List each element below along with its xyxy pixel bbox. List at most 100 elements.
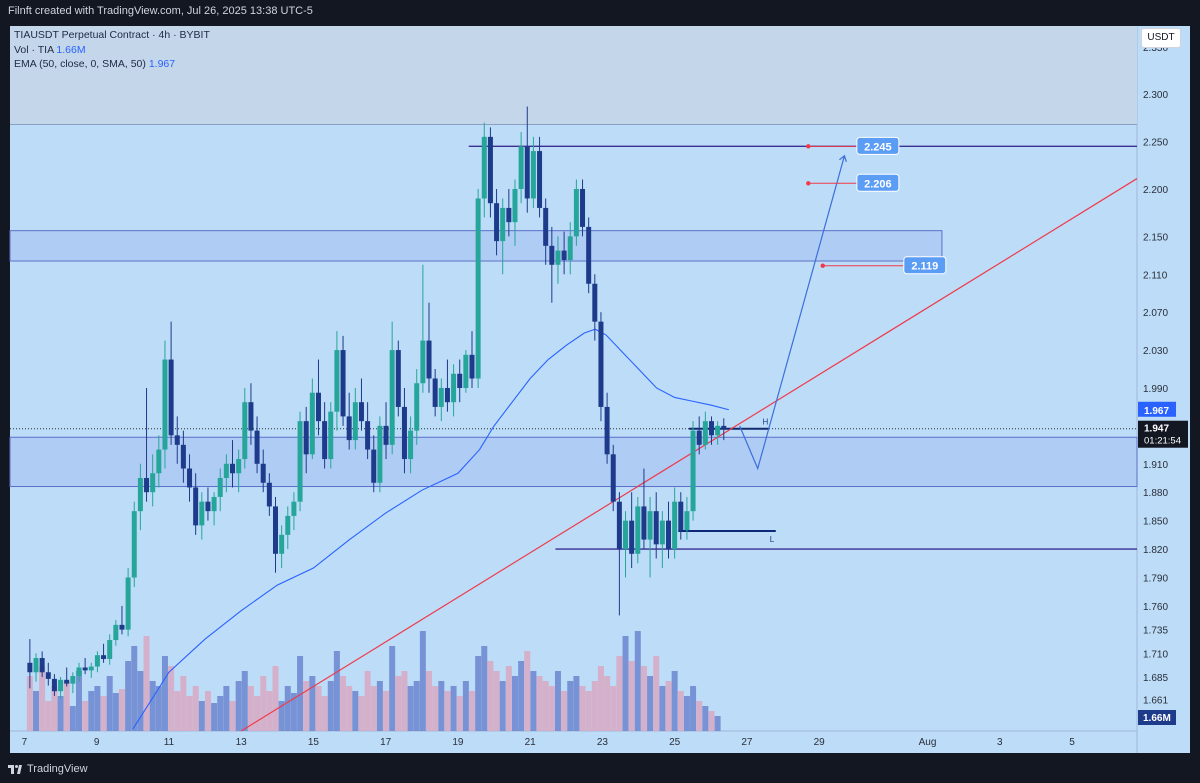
candle xyxy=(309,378,315,460)
candle xyxy=(702,411,708,450)
candle xyxy=(119,605,125,635)
candle xyxy=(217,468,223,512)
y-tick-label: 2.150 xyxy=(1143,232,1168,243)
candle-body xyxy=(303,421,309,455)
candle-body xyxy=(113,624,119,641)
last-price-tag xyxy=(1138,420,1188,448)
candle-body xyxy=(33,658,39,673)
ema-price-tag-text: 1.967 xyxy=(1144,406,1169,417)
candle-body xyxy=(131,511,137,578)
candle xyxy=(457,359,463,403)
candle xyxy=(512,179,518,246)
candle xyxy=(340,335,346,426)
level-label: H xyxy=(763,418,769,427)
candle-body xyxy=(672,501,678,550)
candle xyxy=(137,463,143,531)
volume-bar xyxy=(186,696,193,731)
volume-bar xyxy=(665,681,672,731)
candle xyxy=(199,492,205,540)
time-axis[interactable]: 7 9 11 13 15 17 19 21 23 25 27 29 Aug 3 5 xyxy=(22,737,1076,748)
target-label-box xyxy=(856,136,900,155)
tradingview-label: TradingView xyxy=(27,763,88,775)
candle-body xyxy=(39,658,45,673)
candle xyxy=(383,402,389,460)
candle xyxy=(672,487,678,559)
projection-layer xyxy=(739,154,847,471)
volume-bar xyxy=(125,661,132,731)
candle xyxy=(389,321,395,455)
trendline-layer xyxy=(240,178,1138,732)
candle-body xyxy=(444,387,450,403)
candle xyxy=(352,387,358,450)
candle xyxy=(573,179,579,246)
candle xyxy=(248,383,254,445)
candle-body xyxy=(678,501,684,531)
volume-bar xyxy=(315,686,322,731)
volume-bar xyxy=(585,691,592,731)
candle-body xyxy=(51,678,57,692)
x-tick-label: 7 xyxy=(22,737,28,748)
volume-bar xyxy=(536,676,543,731)
candle-body xyxy=(623,520,629,550)
projection-arrowhead xyxy=(839,154,847,163)
projection-path xyxy=(739,155,845,471)
y-tick-label: 2.250 xyxy=(1143,138,1168,149)
candle-body xyxy=(266,482,272,507)
header-bar: Filnft created with TradingView.com, Jul… xyxy=(0,0,1200,22)
candle-body xyxy=(537,151,543,208)
candle xyxy=(629,492,635,569)
currency-button[interactable]: USDT xyxy=(1141,28,1181,48)
volume-bar xyxy=(561,691,568,731)
y-tick-label: 2.110 xyxy=(1143,270,1168,281)
candle-body xyxy=(475,198,481,379)
tradingview-brand[interactable]: TradingView xyxy=(0,758,88,781)
candle xyxy=(610,444,616,512)
y-tick-label: 1.710 xyxy=(1143,649,1168,660)
volume-bar xyxy=(333,651,340,731)
candle-body xyxy=(696,430,702,445)
candle xyxy=(334,331,340,431)
ema-layer xyxy=(132,328,729,730)
chart-legend: TIAUSDT Perpetual Contract · 4h · BYBIT … xyxy=(14,28,210,72)
candle-body xyxy=(180,444,186,469)
volume-bar xyxy=(708,711,715,731)
target-dot xyxy=(820,263,825,268)
candle xyxy=(358,378,364,431)
candle-body xyxy=(27,662,33,673)
volume-bar xyxy=(223,686,230,731)
volume-bar xyxy=(155,686,162,731)
candle xyxy=(322,402,328,469)
candle-body xyxy=(291,501,297,516)
candle xyxy=(494,188,500,256)
price-axis[interactable]: 2.350 2.300 2.250 2.200 2.150 2.110 2.070 2.030… xyxy=(1143,43,1168,707)
candle xyxy=(653,492,659,559)
candle-body xyxy=(512,188,518,223)
candle xyxy=(162,340,168,469)
candle xyxy=(549,226,555,303)
candle xyxy=(518,132,524,204)
legend-symbol[interactable]: TIAUSDT Perpetual Contract · 4h · BYBIT xyxy=(14,29,210,41)
candle xyxy=(408,416,414,474)
candle-body xyxy=(230,463,236,474)
candle-body xyxy=(506,207,512,223)
volume-bar xyxy=(622,636,629,731)
candle xyxy=(438,378,444,422)
candle-body xyxy=(666,520,672,550)
candle-body xyxy=(254,430,260,464)
y-tick-label: 1.850 xyxy=(1143,517,1168,528)
candle-body xyxy=(297,421,303,502)
candle xyxy=(530,136,536,208)
volume-bar xyxy=(518,661,525,731)
top-zone xyxy=(10,26,1137,125)
x-tick-label: 9 xyxy=(94,737,100,748)
candle-body xyxy=(88,666,94,671)
candle-body xyxy=(721,425,727,429)
volume-bar xyxy=(389,646,396,731)
candle-body xyxy=(395,350,401,407)
legend-ema[interactable]: EMA (50, close, 0, SMA, 50) 1.967 xyxy=(14,57,210,72)
legend-volume[interactable]: Vol · TIA 1.66M xyxy=(14,43,210,58)
candle-body xyxy=(322,421,328,460)
candle-body xyxy=(647,511,653,540)
